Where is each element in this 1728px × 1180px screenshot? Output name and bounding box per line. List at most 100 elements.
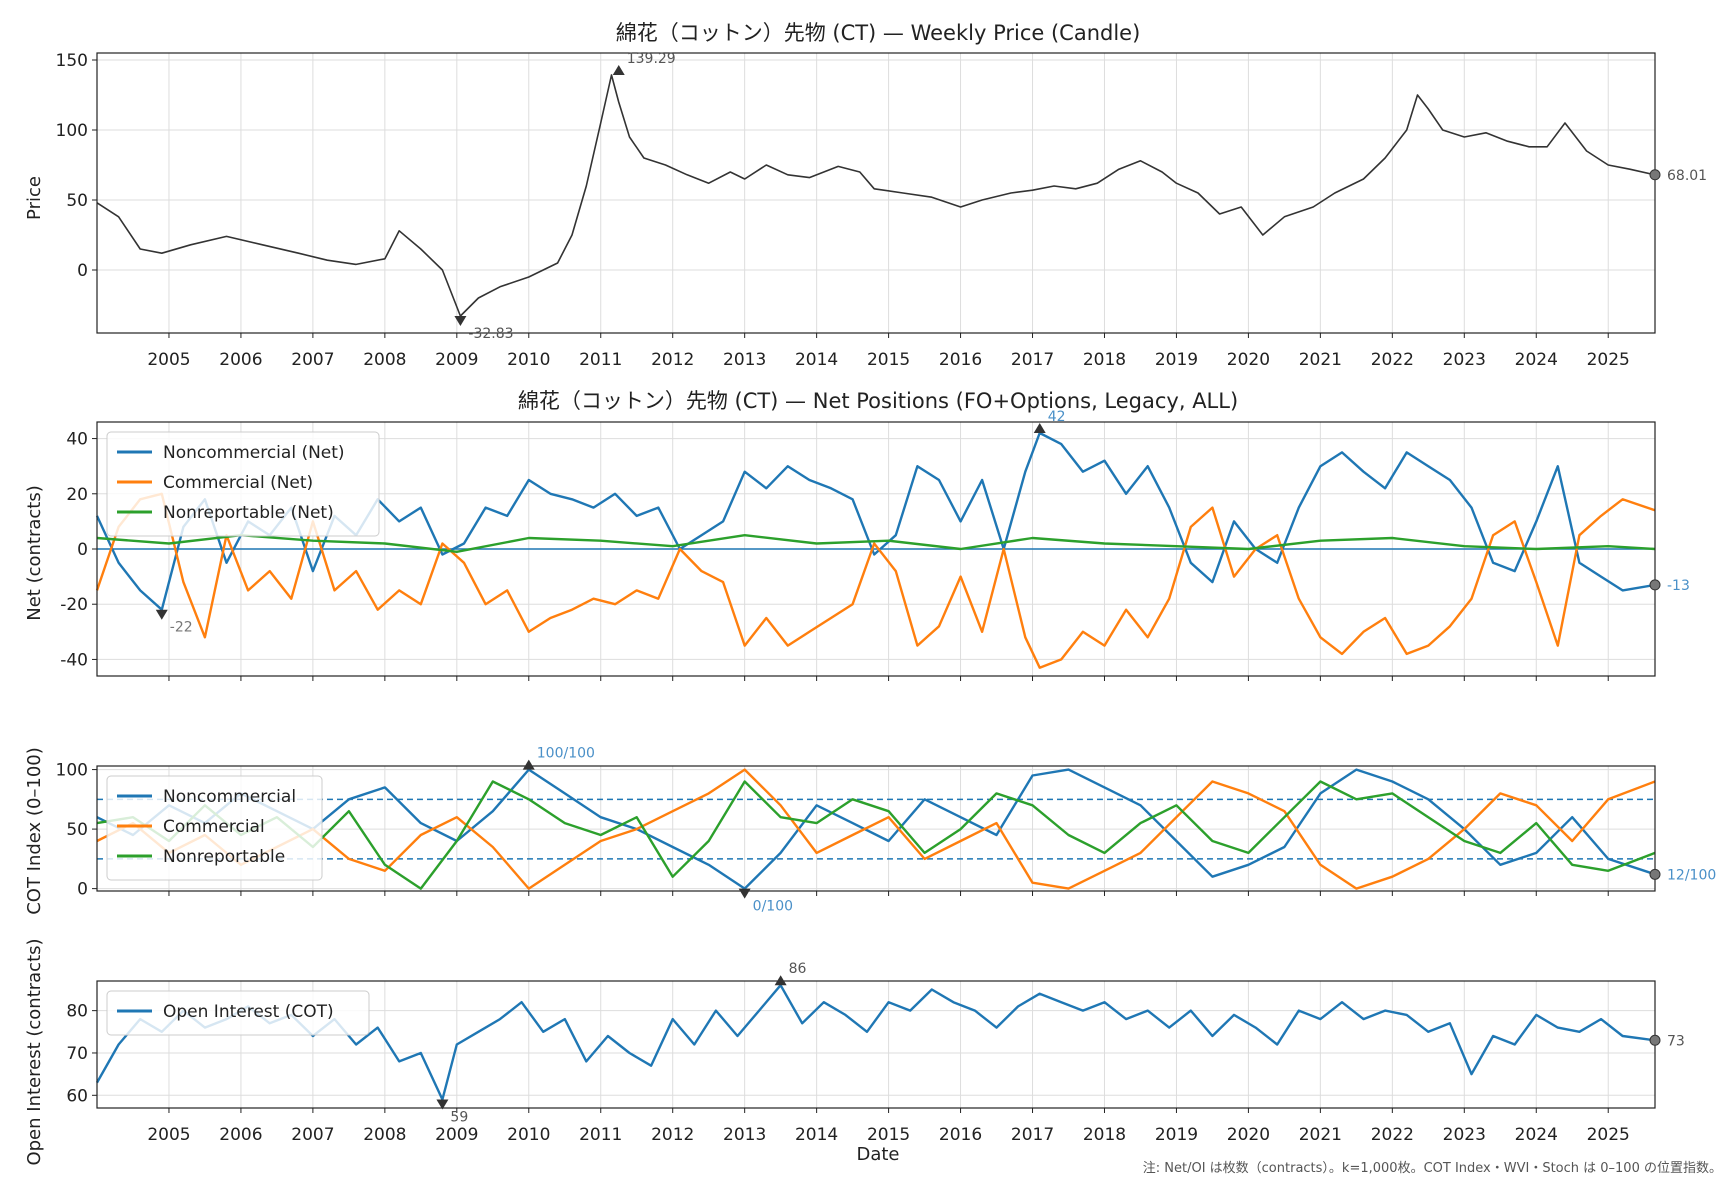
y-tick-label: 0 [77,261,88,281]
end-marker [1649,169,1661,181]
x-tick-label: 2006 [219,350,262,370]
x-tick-label: 2025 [1587,1125,1630,1145]
x-tick-label: 2007 [291,350,334,370]
annotation-label: 0/100 [753,899,793,915]
annotation-label: 100/100 [537,746,595,762]
annotation-label: -22 [170,620,193,636]
x-tick-label: 2010 [507,350,550,370]
y-tick-label: 20 [66,485,88,505]
series-line-commercial [96,768,1656,890]
series-line-nonreportable-net- [96,534,1656,553]
panel-3: 60 70 80 2005 2006 2007 2008 2009 2010 2011 2012 20… [66,961,1684,1145]
cot-y-label: COT Index (0–100) [24,747,45,915]
legend-entry: Noncommercial [163,787,296,807]
x-tick-label: 2024 [1515,350,1558,370]
netpos-chart-title: 綿花（コットン）先物 (CT) — Net Positions (FO+Opti… [518,389,1238,413]
x-tick-label: 2014 [795,1125,838,1145]
y-tick-label: -20 [60,595,88,615]
legend-entry: Open Interest (COT) [163,1002,334,1022]
x-tick-label: 2023 [1443,1125,1486,1145]
legend-box [106,775,323,881]
series-line-open-interest-cot- [95,984,1656,1101]
legend-entry: Commercial (Net) [163,473,313,493]
price-chart-title: 綿花（コットン）先物 (CT) — Weekly Price (Candle) [616,21,1141,45]
legend-entry: Commercial [163,817,265,837]
y-tick-label: 50 [66,191,88,211]
x-tick-label: 2014 [795,350,838,370]
x-tick-label: 2013 [723,1125,766,1145]
date-x-label: Date [856,1144,899,1165]
x-tick-label: 2010 [507,1125,550,1145]
y-tick-label: 40 [66,430,88,450]
x-tick-label: 2021 [1299,350,1342,370]
annotation-label: -32.83 [468,326,513,342]
y-tick-label: 0 [77,540,88,560]
x-tick-label: 2008 [363,1125,406,1145]
y-tick-label: 50 [66,820,88,840]
x-tick-label: 2020 [1227,350,1270,370]
x-tick-label: 2019 [1155,350,1198,370]
extreme-marker [454,315,467,326]
legend-box [106,990,370,1036]
extreme-marker [436,1099,449,1110]
panel-1: -40 -20 0 20 40 42 -22 -13 Noncommercial (Net) Co… [60,409,1690,681]
y-tick-label: 150 [56,51,88,71]
y-tick-label: 0 [77,880,88,900]
legend-entry: Noncommercial (Net) [163,443,345,463]
x-tick-label: 2009 [435,1125,478,1145]
series-line-commercial-net- [95,492,1656,669]
end-marker [1649,579,1661,591]
extreme-marker [1033,423,1046,434]
y-tick-label: 60 [66,1086,88,1106]
series-line-nonreportable [96,780,1656,890]
axes-frame [96,765,1656,892]
x-tick-label: 2018 [1083,350,1126,370]
x-tick-label: 2011 [579,1125,622,1145]
extreme-marker [522,759,535,770]
x-tick-label: 2021 [1299,1125,1342,1145]
footnote: 注: Net/OI は枚数（contracts）。k=1,000枚。COT In… [1143,1161,1722,1176]
x-tick-label: 2005 [147,1125,190,1145]
axes-frame [96,421,1656,677]
annotation-label: 59 [450,1110,468,1126]
x-tick-label: 2019 [1155,1125,1198,1145]
x-tick-label: 2017 [1011,350,1054,370]
x-tick-label: 2025 [1587,350,1630,370]
legend-entry: Nonreportable [163,847,285,867]
extreme-marker [738,888,751,899]
x-tick-label: 2012 [651,1125,694,1145]
y-tick-label: 70 [66,1044,88,1064]
x-tick-label: 2015 [867,350,910,370]
x-tick-label: 2013 [723,350,766,370]
oi-y-label: Open Interest (contracts) [24,938,45,1165]
panel-2: 0 50 100 100/100 0/100 12/100 Noncommercial Com… [56,746,1717,915]
annotation-label: 86 [789,961,807,977]
end-marker [1649,1034,1661,1046]
annotation-label: 12/100 [1667,867,1716,883]
axes-frame [96,52,1656,334]
annotation-label: 139.29 [627,51,676,67]
extreme-marker [155,609,168,620]
x-tick-label: 2022 [1371,1125,1414,1145]
x-tick-label: 2011 [579,350,622,370]
panel-0: 0 50 100 150 2005 2006 2007 2008 2009 2010 2011 201… [56,51,1708,370]
x-tick-label: 2022 [1371,350,1414,370]
series-line-price [96,74,1656,317]
x-tick-label: 2016 [939,350,982,370]
x-tick-label: 2024 [1515,1125,1558,1145]
extreme-marker [612,64,625,75]
x-tick-label: 2008 [363,350,406,370]
end-marker [1649,868,1661,880]
x-tick-label: 2017 [1011,1125,1054,1145]
x-tick-label: 2012 [651,350,694,370]
series-line-noncommercial [96,768,1656,890]
x-tick-label: 2007 [291,1125,334,1145]
x-tick-label: 2023 [1443,350,1486,370]
extreme-marker [774,975,787,986]
y-tick-label: 100 [56,121,88,141]
y-tick-label: -40 [60,650,88,670]
legend-box [106,431,380,537]
netpos-y-label: Net (contracts) [24,485,45,621]
